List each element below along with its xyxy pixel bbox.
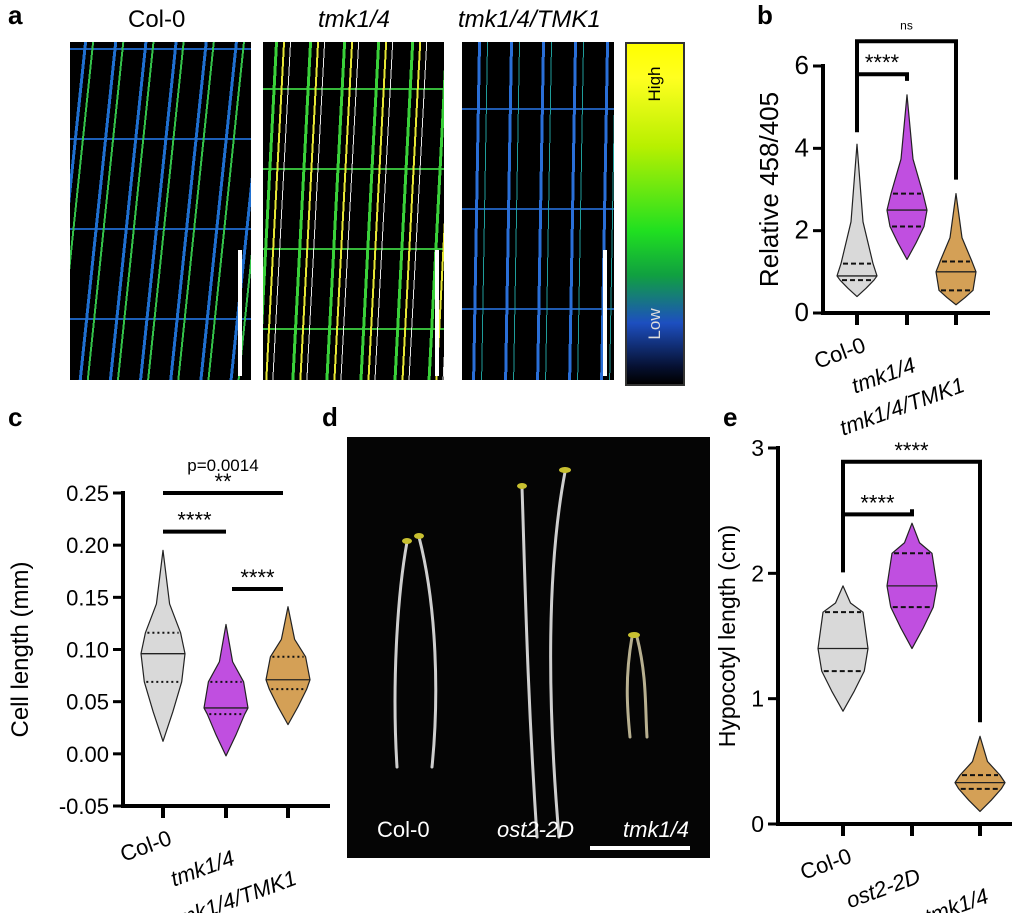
scale-bar (590, 846, 690, 850)
micrograph-tmk14 (263, 42, 444, 380)
micrograph-col0 (70, 42, 251, 380)
seedlings (393, 467, 649, 839)
y-tick-label: 0 (795, 297, 809, 327)
violin-tmk1/4 (203, 623, 249, 757)
y-axis-label: Cell length (mm) (7, 561, 34, 737)
seedling-photo: Col-0 ost2-2D tmk1/4 (347, 437, 710, 858)
significance-bracket (841, 459, 982, 723)
seedling-ost2-1 (520, 485, 539, 839)
x-tick-label: tmk1/4 (167, 845, 238, 891)
significance-label: ns (900, 18, 913, 32)
violin-tmk1/4/TMK1 (935, 193, 977, 306)
violin-tmk1/4/TMK1 (265, 606, 311, 726)
chart-e: e 0 1 2 3 Hypocotyl length (cm) Col-0ost2-2Dtm… (714, 402, 1012, 913)
y-axis-label: Hypocotyl length (cm) (714, 525, 740, 747)
panel-d-label-col0: Col-0 (377, 817, 430, 842)
seedling-tmk14-2 (635, 635, 649, 739)
significance-label: **** (177, 508, 212, 533)
x-tick-label: tmk1/4 (921, 883, 992, 913)
seedling-tmk14-1 (625, 635, 634, 739)
scale-bar (435, 250, 439, 376)
x-tick-label: ost2-2D (843, 863, 924, 913)
y-tick-label: 3 (751, 435, 764, 461)
seedling-ost2-2 (549, 470, 567, 839)
panel-a-letter: a (8, 0, 23, 30)
significance-label: **** (865, 50, 900, 75)
significance-bracket (855, 39, 958, 180)
panel-d-letter: d (322, 402, 338, 432)
y-tick-label: 0 (751, 811, 764, 837)
significance-label: **** (894, 438, 929, 463)
panel-c-letter: c (8, 402, 22, 432)
violin-Col-0 (140, 549, 186, 742)
y-tick-label: 2 (795, 215, 809, 245)
significance-bracket (841, 509, 914, 573)
micrograph-tmk14-tmk1 (462, 42, 614, 380)
violin-Col-0 (836, 143, 878, 298)
scale-bar (238, 250, 242, 376)
panel-d-label-ost2: ost2-2D (497, 817, 575, 842)
seedling-col0-2 (417, 535, 438, 769)
y-tick-label: 0.05 (66, 690, 109, 715)
panel-a-label-tmk14-tmk1: tmk1/4/TMK1 (458, 6, 601, 33)
panel-e-letter: e (723, 402, 737, 432)
chart-c: c -0.05 0.00 0.05 0.10 0.15 0.20 0.25 Cell lengt… (7, 402, 330, 913)
x-tick-label: Col-0 (811, 332, 869, 373)
scale-bar (603, 250, 607, 376)
y-tick-label: 0.15 (66, 585, 109, 610)
significance-bracket (855, 72, 909, 133)
x-tick-label: Col-0 (797, 843, 855, 884)
violin-tmk1/4 (886, 94, 928, 261)
colorbar: High Low (625, 42, 685, 386)
y-tick-label: 0.00 (66, 742, 109, 767)
p-value-label: p=0.0014 (187, 456, 258, 475)
panel-b-letter: b (757, 0, 773, 30)
significance-label: **** (240, 565, 275, 590)
y-tick-label: 0.20 (66, 533, 109, 558)
panel-a-label-tmk14: tmk1/4 (318, 6, 391, 33)
y-tick-label: 4 (795, 132, 809, 162)
y-tick-label: 6 (795, 50, 809, 80)
y-tick-label: -0.05 (59, 794, 109, 819)
panel-d-label-tmk14: tmk1/4 (623, 817, 690, 842)
y-tick-label: 2 (751, 560, 764, 586)
significance-label: **** (860, 490, 895, 515)
y-tick-label: 1 (751, 686, 764, 712)
seedling-col0-1 (393, 540, 409, 769)
x-tick-label: Col-0 (117, 825, 175, 866)
y-tick-label: 0.25 (66, 481, 109, 506)
y-axis-label: Relative 458/405 (754, 92, 784, 287)
significance-label: ** (214, 469, 232, 494)
y-tick-label: 0.10 (66, 638, 109, 663)
panel-a-label-col0: Col-0 (128, 6, 186, 33)
violin-tmk1/4 (954, 735, 1006, 813)
